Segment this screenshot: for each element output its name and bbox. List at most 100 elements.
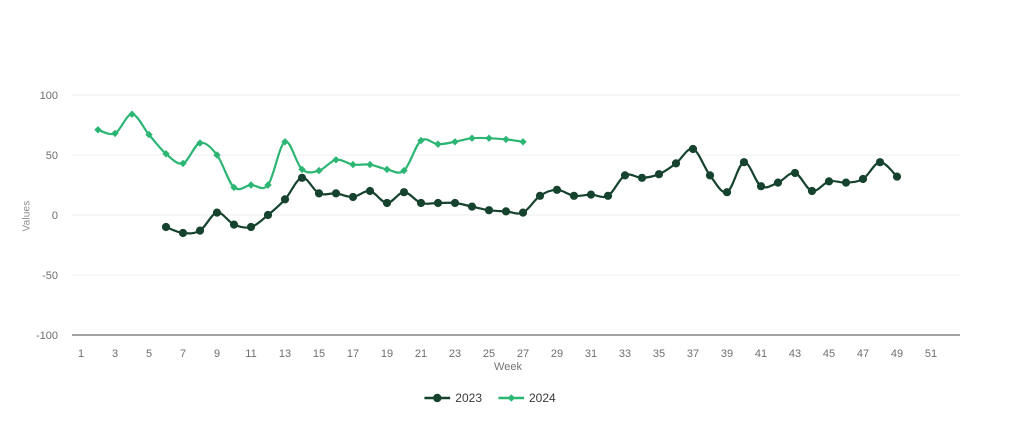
x-tick-label: 11	[245, 348, 256, 360]
data-point-2023	[484, 206, 494, 215]
y-tick-label: -100	[36, 330, 58, 342]
x-tick-label: 19	[381, 348, 393, 360]
data-point-2023	[297, 173, 307, 182]
data-point-2024	[366, 160, 374, 169]
data-point-2024	[264, 181, 272, 189]
data-point-2023	[688, 144, 698, 154]
x-tick-label: 25	[483, 348, 495, 360]
x-tick-label: 7	[180, 348, 186, 360]
x-tick-label: 1	[78, 348, 84, 360]
x-tick-label: 27	[517, 348, 529, 360]
series-2024-line	[96, 113, 525, 191]
data-point-2023	[501, 207, 511, 216]
data-point-2023	[875, 158, 885, 167]
legend-marker-2023	[424, 393, 451, 403]
data-point-2024	[230, 183, 238, 192]
data-point-2023	[790, 168, 800, 178]
data-point-2024	[417, 136, 425, 145]
x-tick-label: 43	[789, 348, 801, 360]
data-point-2023	[841, 178, 851, 187]
data-point-2024	[298, 165, 306, 174]
data-point-2023	[382, 198, 392, 208]
data-point-2023	[433, 198, 443, 208]
data-point-2024	[400, 166, 408, 175]
data-point-2024	[179, 159, 187, 168]
x-tick-label: 33	[619, 348, 631, 360]
data-point-2023	[739, 158, 749, 167]
x-tick-label: 23	[449, 348, 461, 360]
data-point-2023	[586, 190, 596, 199]
data-point-2023	[722, 188, 732, 197]
data-point-2024	[502, 135, 510, 144]
data-point-2023	[858, 174, 868, 184]
legend-item-2023[interactable]: 2023	[424, 391, 482, 405]
data-point-2023	[195, 226, 205, 235]
data-point-2024	[434, 140, 442, 148]
x-tick-label: 3	[112, 348, 118, 360]
x-tick-label: 15	[313, 348, 325, 360]
data-point-2024	[451, 138, 459, 146]
x-tick-label: 17	[347, 348, 359, 360]
data-point-2023	[348, 192, 358, 202]
data-point-2023	[654, 170, 664, 179]
data-point-2023	[773, 178, 783, 187]
data-point-2023	[620, 171, 630, 180]
data-point-2023	[603, 191, 613, 200]
x-tick-label: 13	[279, 348, 291, 360]
series-2023	[161, 144, 902, 238]
x-axis-title: Week	[494, 361, 522, 373]
legend-label-2024: 2024	[529, 391, 556, 405]
data-point-2023	[892, 172, 902, 181]
data-point-2023	[824, 177, 834, 186]
data-point-2023	[416, 198, 426, 208]
x-tick-label: 21	[415, 348, 427, 360]
data-point-2023	[569, 191, 579, 200]
data-point-2023	[178, 228, 188, 238]
data-point-2024	[468, 134, 476, 142]
x-tick-label: 37	[687, 348, 699, 360]
data-point-2023	[705, 171, 715, 180]
data-point-2024	[94, 126, 102, 134]
data-point-2023	[637, 173, 647, 182]
x-tick-label: 29	[551, 348, 563, 360]
data-point-2023	[807, 186, 817, 196]
grid-lines	[72, 94, 960, 276]
x-tick-label: 5	[146, 348, 152, 360]
x-tick-label: 39	[721, 348, 733, 360]
y-tick-labels: 100 50 0 -50 -100	[36, 90, 58, 342]
chart-legend: 2023 2024	[424, 391, 556, 405]
x-tick-label: 9	[214, 348, 220, 360]
y-tick-label: 0	[52, 210, 58, 222]
data-point-2023	[263, 210, 273, 220]
data-point-2024	[485, 134, 493, 142]
series-2024	[94, 110, 527, 192]
data-point-2024	[213, 151, 221, 159]
data-point-2023	[467, 202, 477, 211]
data-point-2024	[145, 130, 153, 139]
data-point-2023	[331, 189, 341, 198]
data-point-2024	[383, 165, 391, 174]
data-point-2023	[756, 182, 766, 191]
x-tick-label: 31	[585, 348, 597, 360]
data-point-2023	[399, 188, 409, 197]
y-tick-label: 100	[40, 90, 58, 102]
data-point-2023	[280, 195, 290, 204]
legend-label-2023: 2023	[455, 391, 482, 405]
x-tick-label: 51	[925, 348, 937, 360]
data-point-2024	[162, 150, 170, 158]
data-point-2024	[349, 160, 357, 169]
x-tick-label: 49	[891, 348, 903, 360]
data-point-2023	[161, 222, 171, 232]
legend-item-2024[interactable]: 2024	[498, 391, 556, 405]
x-tick-label: 35	[653, 348, 665, 360]
data-point-2023	[518, 208, 528, 217]
data-point-2023	[212, 208, 222, 217]
legend-marker-2024	[498, 394, 524, 402]
x-tick-label: 45	[823, 348, 835, 360]
data-point-2023	[671, 159, 681, 168]
data-point-2024	[128, 110, 136, 118]
data-point-2024	[196, 139, 204, 147]
x-tick-labels: 1 3 5 7 9 11 13 15 17 19 21 23 25 27 29 31 33 35 37 39 41 43 4…	[78, 348, 937, 360]
